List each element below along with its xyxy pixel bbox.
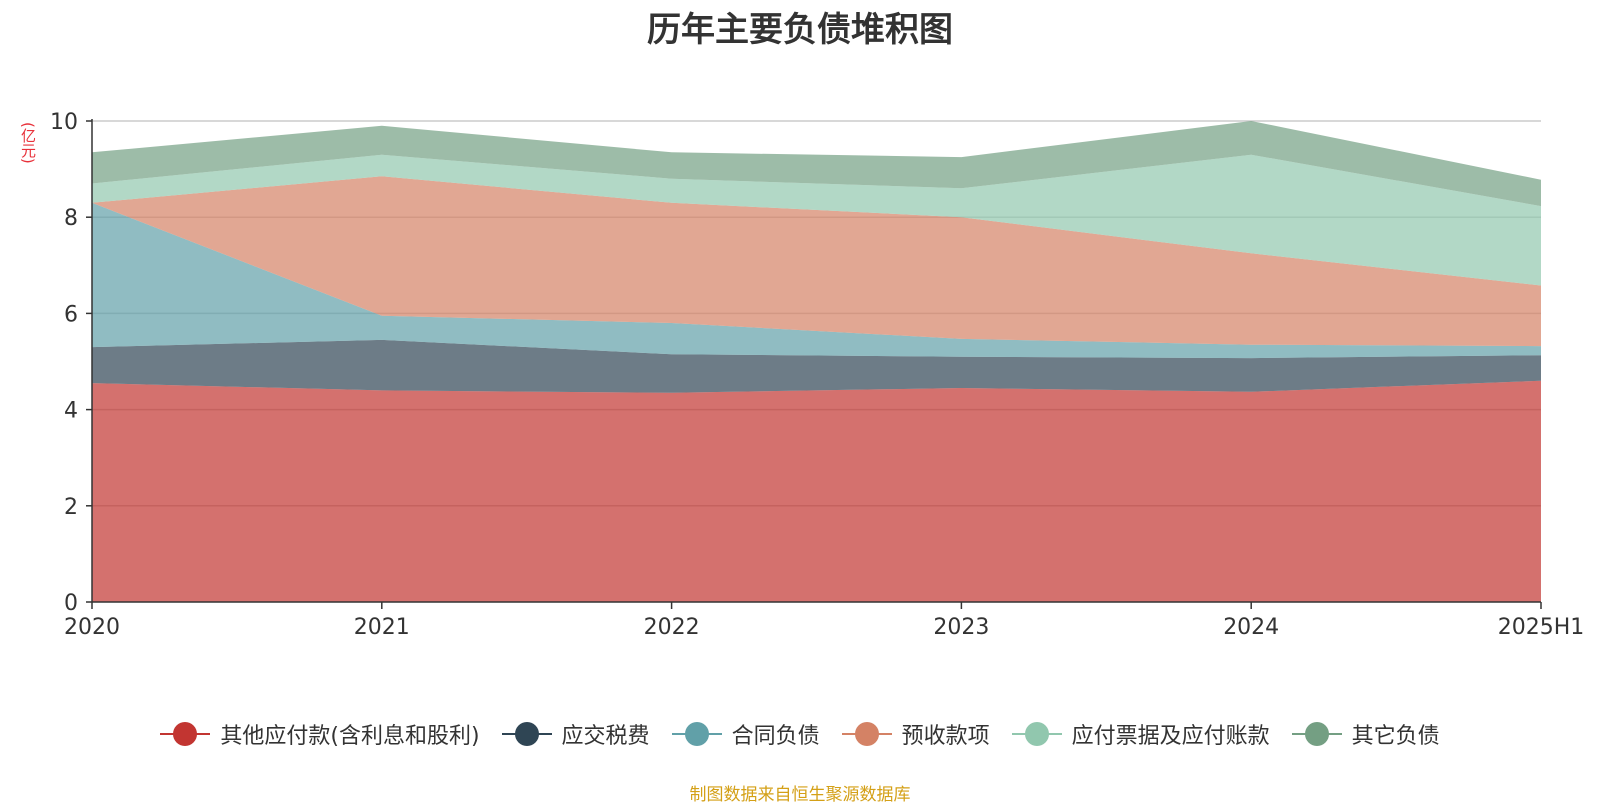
stacked-areas: [92, 121, 1541, 602]
series-area: [92, 121, 1541, 207]
source-note: 制图数据来自恒生聚源数据库: [689, 785, 911, 805]
y-tick-label: 0: [64, 591, 78, 616]
chart-title: 历年主要负债堆积图: [647, 10, 953, 50]
legend-label: 其他应付款(含利息和股利): [220, 724, 480, 749]
x-tick-label: 2021: [354, 615, 410, 640]
legend-item[interactable]: 应交税费: [501, 718, 650, 750]
legend-marker-icon: [1291, 721, 1342, 747]
legend-item[interactable]: 合同负债: [671, 718, 820, 750]
y-tick-label: 2: [64, 495, 78, 520]
legend: 其他应付款(含利息和股利) 应交税费 合同负债 预收款项 应付票据及应付账款 其它负债: [0, 718, 1600, 750]
legend-marker-icon: [841, 721, 892, 747]
legend-marker-icon: [671, 721, 722, 747]
x-tick-label: 2020: [64, 615, 120, 640]
series-area: [92, 154, 1541, 286]
y-axis-label: (亿元): [19, 122, 37, 164]
axes: 0 2 4 6 8 10 2020 2021 2022 2023 2024 2025H1: [50, 110, 1584, 640]
x-tick-label: 2023: [933, 615, 989, 640]
x-tick-label: 2022: [644, 615, 700, 640]
legend-item[interactable]: 其它负债: [1291, 718, 1440, 750]
y-tick-label: 4: [64, 399, 78, 424]
legend-label: 应交税费: [561, 724, 650, 749]
legend-label: 其它负债: [1351, 724, 1440, 749]
legend-label: 预收款项: [901, 724, 990, 749]
series-area: [92, 339, 1541, 393]
legend-label: 合同负债: [731, 724, 820, 749]
legend-marker-icon: [160, 721, 211, 747]
legend-marker-icon: [1011, 721, 1062, 747]
legend-item[interactable]: 预收款项: [841, 718, 990, 750]
area-chart: 0 2 4 6 8 10 2020 2021 2022 2023 2024 2025H1: [50, 110, 1584, 640]
y-tick-label: 8: [64, 206, 78, 231]
series-area: [92, 176, 1541, 347]
legend-marker-icon: [501, 721, 552, 747]
legend-item[interactable]: 其他应付款(含利息和股利): [160, 718, 480, 750]
x-tick-label: 2025H1: [1498, 615, 1585, 640]
y-tick-label: 10: [50, 110, 78, 135]
series-area: [92, 380, 1541, 602]
series-area: [92, 202, 1541, 359]
legend-label: 应付票据及应付账款: [1071, 724, 1270, 749]
legend-item[interactable]: 应付票据及应付账款: [1011, 718, 1270, 750]
y-tick-label: 6: [64, 302, 78, 327]
x-tick-label: 2024: [1223, 615, 1279, 640]
